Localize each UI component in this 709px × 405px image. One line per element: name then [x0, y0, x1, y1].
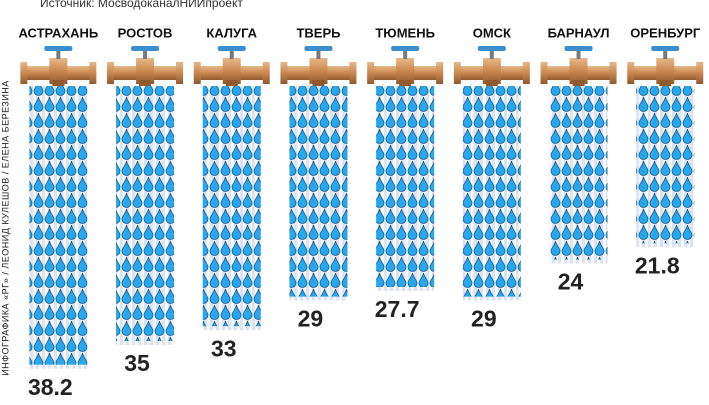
- drops: [550, 86, 608, 260]
- pipe-flange: [107, 62, 114, 84]
- pipe-flange: [696, 62, 703, 84]
- valve-handle: [131, 46, 159, 51]
- drops: [376, 86, 434, 287]
- spout: [573, 80, 585, 87]
- pipe-flange: [263, 62, 270, 84]
- valve-stem: [663, 50, 667, 59]
- pipe-flange: [367, 62, 374, 84]
- pipe-flange: [176, 62, 183, 84]
- valve-handle: [391, 46, 419, 51]
- category-label: ТЮМЕНЬ: [375, 25, 435, 40]
- pipe-flange: [89, 62, 96, 84]
- chart: Источник: МосводоканалНИИпроект ИНФОГРАФ…: [0, 0, 709, 405]
- category-label: ОМСК: [473, 25, 511, 40]
- pipe-flange: [523, 62, 530, 84]
- credit: ИНФОГРАФИКА «РГ» / ЛЕОНИД КУЛЕШОВ / ЕЛЕН…: [0, 80, 10, 376]
- drops: [29, 86, 87, 365]
- drops: [289, 86, 347, 297]
- pipe-flange: [20, 62, 27, 84]
- value-label: 27.7: [375, 296, 420, 322]
- category-label: АСТРАХАНЬ: [18, 25, 98, 40]
- valve-handle: [44, 46, 72, 51]
- pipe-flange: [610, 62, 617, 84]
- value-label: 38.2: [28, 374, 73, 400]
- pipe-flange: [454, 62, 461, 84]
- value-label: 21.8: [635, 252, 680, 278]
- valve-stem: [490, 50, 494, 59]
- valve-stem: [316, 50, 320, 59]
- valve-stem: [577, 50, 581, 59]
- value-label: 24: [558, 269, 584, 295]
- valve-handle: [304, 46, 332, 51]
- valve-handle: [478, 46, 506, 51]
- valve-stem: [230, 50, 234, 59]
- category-label: КАЛУГА: [206, 25, 257, 40]
- pipe-flange: [349, 62, 356, 84]
- category-label: ОРЕНБУРГ: [630, 25, 701, 40]
- pipe-flange: [194, 62, 201, 84]
- pipe-flange: [627, 62, 634, 84]
- value-label: 29: [298, 306, 324, 332]
- category-label: РОСТОВ: [118, 25, 173, 40]
- spout: [659, 80, 671, 87]
- category-label: БАРНАУЛ: [548, 25, 610, 40]
- value-label: 35: [124, 350, 150, 376]
- valve-handle: [651, 46, 679, 51]
- pipe-flange: [280, 62, 287, 84]
- spout: [312, 80, 324, 87]
- valve-stem: [403, 50, 407, 59]
- source: Источник: МосводоканалНИИпроект: [40, 0, 243, 10]
- spout: [226, 80, 238, 87]
- valve-stem: [143, 50, 147, 59]
- spout: [399, 80, 411, 87]
- value-label: 33: [211, 335, 237, 361]
- spout: [486, 80, 498, 87]
- value-label: 29: [471, 306, 497, 332]
- category-label: ТВЕРЬ: [296, 25, 340, 40]
- valve-stem: [56, 50, 60, 59]
- drops: [203, 86, 261, 326]
- spout: [139, 80, 151, 87]
- spout: [52, 80, 64, 87]
- drops: [463, 86, 521, 297]
- drops: [116, 86, 174, 341]
- pipe-flange: [436, 62, 443, 84]
- drops: [636, 86, 694, 243]
- valve-handle: [565, 46, 593, 51]
- pipe-flange: [541, 62, 548, 84]
- valve-handle: [218, 46, 246, 51]
